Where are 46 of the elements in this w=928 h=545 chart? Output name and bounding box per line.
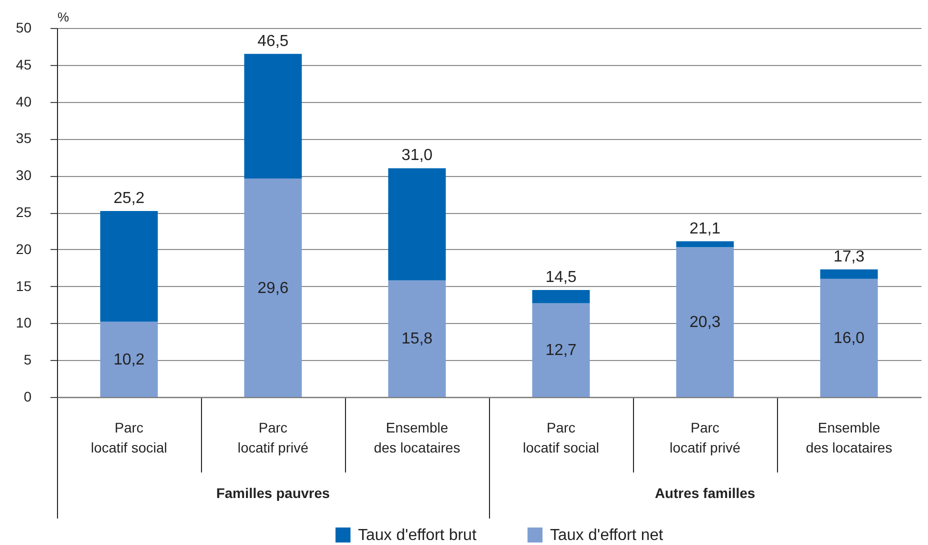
text: Familles pauvres <box>216 485 330 501</box>
bar <box>820 269 878 279</box>
bar <box>244 54 302 179</box>
bar <box>100 211 158 322</box>
data-label: 29,6 <box>257 280 289 297</box>
y-axis-title: % <box>58 10 70 24</box>
total-label: 31,0 <box>401 147 433 164</box>
y-tick-label: 40 <box>16 93 32 110</box>
data-label: 16,0 <box>833 330 865 347</box>
legend-label: Taux d'effort net <box>550 527 664 544</box>
legend-label: Taux d'effort brut <box>358 527 477 544</box>
y-tick-label: 35 <box>16 130 32 146</box>
bar <box>388 168 446 280</box>
y-tick-label: 10 <box>16 314 32 331</box>
bar <box>820 278 878 397</box>
y-tick-label: 0 <box>24 388 32 404</box>
x-tick-label: Parc locatif social <box>90 420 168 456</box>
x-tick-label: Parc locatif privé <box>238 420 309 456</box>
y-tick-label: 15 <box>16 278 32 294</box>
bar <box>532 290 590 304</box>
y-tick-label: 20 <box>16 240 32 257</box>
bar <box>676 241 734 248</box>
bar <box>676 247 734 397</box>
total-label: 17,3 <box>833 248 865 266</box>
data-label: 15,8 <box>401 330 433 348</box>
bar <box>388 280 446 397</box>
total-label: 14,5 <box>545 268 577 286</box>
x-tick-label: Parc locatif privé <box>670 420 741 456</box>
x-tick-label: Ensemble des locataires <box>806 420 892 456</box>
total-label: 46,5 <box>257 32 289 50</box>
total-label: 25,2 <box>113 190 145 208</box>
y-tick-label: 25 <box>16 204 32 220</box>
text: Autres familles <box>654 485 756 501</box>
y-tick-label: 5 <box>24 352 32 368</box>
y-tick-label: 30 <box>16 167 32 184</box>
data-label: 12,7 <box>545 342 577 360</box>
bar <box>244 178 302 397</box>
x-tick-label: Parc locatif social <box>522 420 600 456</box>
total-label: 21,1 <box>689 220 721 238</box>
data-label: 10,2 <box>113 351 145 368</box>
bar <box>532 303 590 397</box>
data-label: 20,3 <box>689 314 721 332</box>
y-tick-label: 45 <box>16 56 32 72</box>
y-tick-label: 50 <box>16 20 32 36</box>
x-tick-label: Ensemble des locataires <box>374 420 460 456</box>
bar <box>100 322 158 397</box>
